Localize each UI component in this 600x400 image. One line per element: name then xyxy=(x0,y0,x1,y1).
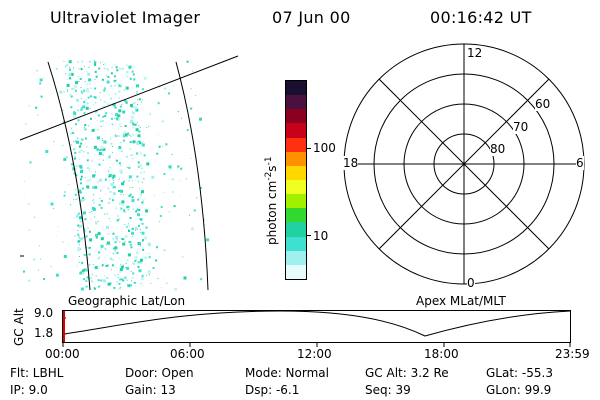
colorbar-segment xyxy=(286,95,306,110)
colorbar-segment xyxy=(286,194,306,209)
ip-info: IP: 9.0 xyxy=(10,383,48,397)
aurora-emission-pixels xyxy=(23,60,210,291)
seq-info: Seq: 39 xyxy=(365,383,411,397)
lat-label-80: 80 xyxy=(490,142,506,156)
timeline-frame xyxy=(62,310,571,343)
colorbar-segment xyxy=(286,222,306,237)
date-label: 07 Jun 00 xyxy=(272,8,351,27)
mlt-label-6: 6 xyxy=(576,156,584,170)
colorbar-segment xyxy=(286,208,306,223)
polar-grid xyxy=(343,43,585,285)
mlt-label-12: 12 xyxy=(467,46,483,60)
colorbar-segment xyxy=(286,250,306,265)
colorbar-segment xyxy=(286,137,306,152)
apex-caption: Apex MLat/MLT xyxy=(416,294,506,308)
mlt-label-0: 0 xyxy=(467,276,475,290)
timeline-tick-label-2359: 23:59 xyxy=(555,347,590,361)
longitude-line-east xyxy=(175,61,209,291)
colorbar-segment xyxy=(286,151,306,166)
mode-info: Mode: Normal xyxy=(245,366,329,380)
timeline-y-top: 9.0 xyxy=(34,306,54,320)
colorbar-label-100: 100 xyxy=(313,141,336,155)
longitude-line-west xyxy=(47,61,91,291)
colorbar-segment xyxy=(286,123,306,138)
colorbar-segment xyxy=(286,179,306,195)
meridian-diag-2 xyxy=(378,78,550,250)
lat-label-60: 60 xyxy=(535,97,551,111)
colorbar-label-10: 10 xyxy=(313,229,329,243)
time-label: 00:16:42 UT xyxy=(430,8,532,27)
glat-info: GLat: -55.3 xyxy=(486,366,553,380)
colorbar-segment xyxy=(286,165,306,180)
colorbar-segment xyxy=(286,81,306,96)
colorbar xyxy=(285,80,307,280)
timeline-y-bottom: 1.8 xyxy=(34,326,54,340)
door-info: Door: Open xyxy=(125,366,194,380)
colorbar-segment xyxy=(286,109,306,124)
colorbar-segment xyxy=(286,236,306,251)
timeline-tick-label-0600: 06:00 xyxy=(170,347,205,361)
colorbar-tick-100 xyxy=(307,148,311,149)
lat-label-70: 70 xyxy=(513,120,529,134)
timeline-axis-label: GC Alt xyxy=(12,308,26,346)
filter-info: Flt: LBHL xyxy=(10,366,64,380)
timeline-tick-label-1200: 12:00 xyxy=(297,347,332,361)
instrument-title: Ultraviolet Imager xyxy=(50,8,201,27)
glon-info: GLon: 99.9 xyxy=(486,383,552,397)
mlt-label-18: 18 xyxy=(343,156,359,170)
geographic-image-panel xyxy=(19,55,239,291)
latitude-line xyxy=(19,55,239,141)
geographic-caption: Geographic Lat/Lon xyxy=(68,294,186,308)
colorbar-segment xyxy=(286,264,306,279)
dsp-info: Dsp: -6.1 xyxy=(245,383,300,397)
gc-alt-info: GC Alt: 3.2 Re xyxy=(365,366,449,380)
timeline-tick-label-0000: 00:00 xyxy=(45,347,80,361)
gain-info: Gain: 13 xyxy=(125,383,176,397)
timeline-tick-label-1800: 18:00 xyxy=(424,347,459,361)
altitude-timeline xyxy=(62,310,571,347)
colorbar-unit-label: photon cm-2s-1 xyxy=(264,156,279,245)
altitude-curve xyxy=(63,310,571,337)
colorbar-tick-10 xyxy=(307,235,311,236)
